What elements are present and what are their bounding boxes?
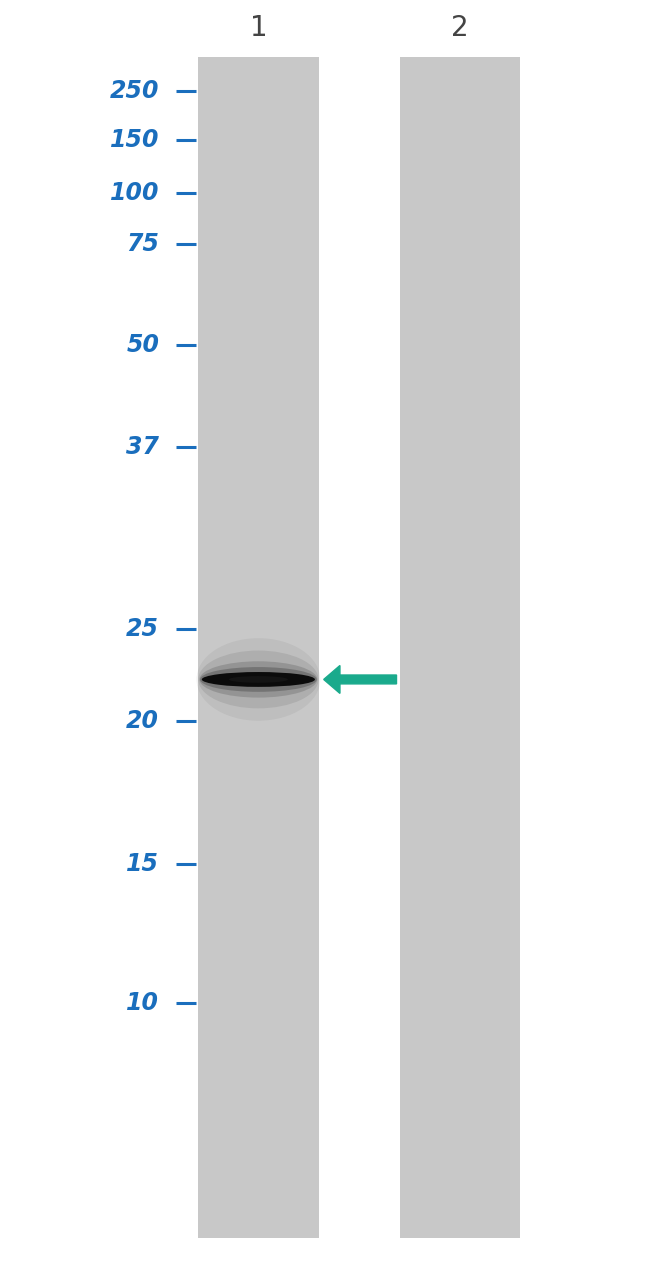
Text: 25: 25 (126, 617, 159, 640)
Ellipse shape (229, 676, 288, 683)
Bar (400, 57, 520, 1238)
Ellipse shape (200, 667, 317, 692)
Text: 50: 50 (126, 334, 159, 357)
FancyArrow shape (324, 665, 396, 693)
Text: 75: 75 (126, 232, 159, 255)
Text: 20: 20 (126, 710, 159, 733)
Text: 1: 1 (250, 14, 267, 42)
Ellipse shape (202, 672, 315, 687)
Text: 15: 15 (126, 852, 159, 875)
Ellipse shape (200, 662, 317, 697)
Text: 150: 150 (110, 128, 159, 151)
Text: 250: 250 (110, 80, 159, 103)
Ellipse shape (198, 650, 318, 709)
Text: 37: 37 (126, 436, 159, 458)
Text: 2: 2 (451, 14, 469, 42)
Text: 10: 10 (126, 992, 159, 1015)
Text: 100: 100 (110, 182, 159, 204)
Ellipse shape (196, 639, 320, 721)
Bar (198, 57, 318, 1238)
